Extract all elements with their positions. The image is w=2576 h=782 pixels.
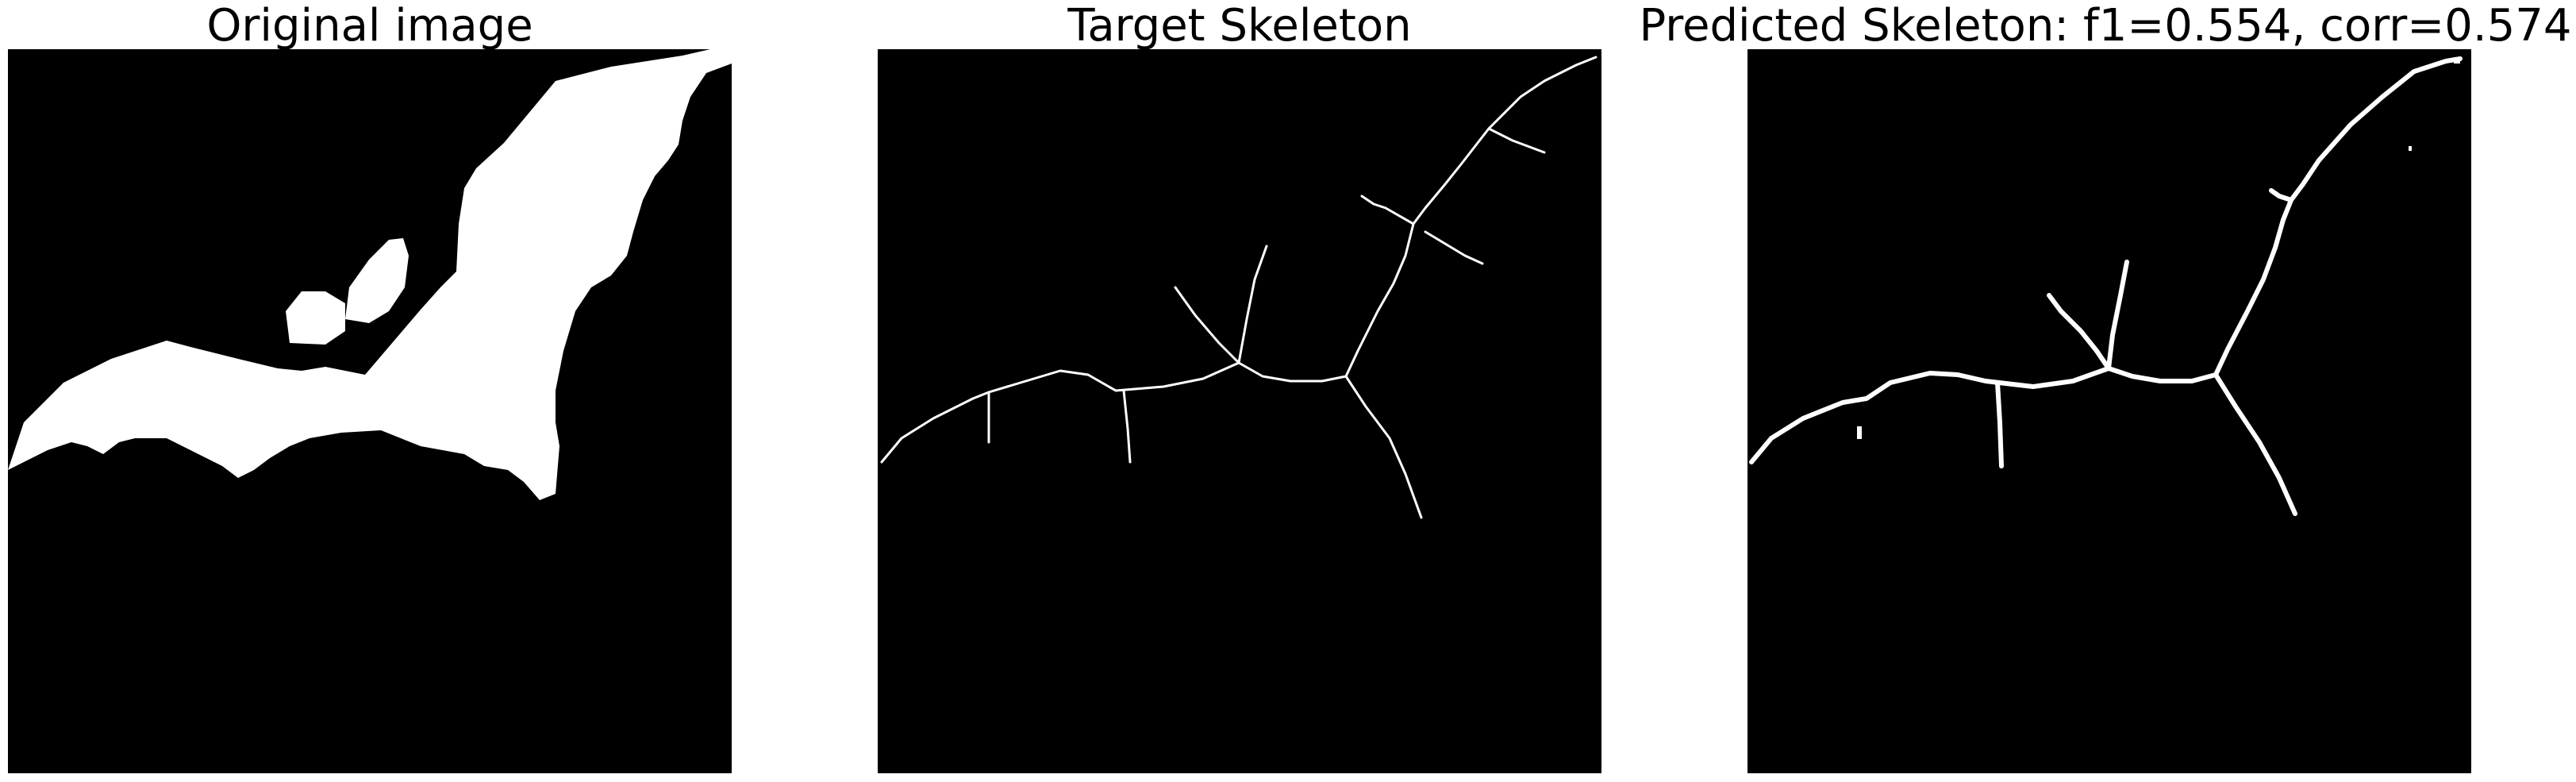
target-skeleton-branch — [1360, 195, 1415, 225]
target-skeleton-spine — [880, 56, 1598, 464]
predicted-skeleton-branch — [2269, 188, 2293, 202]
target-skeleton-branch — [1122, 389, 1132, 464]
bat-silhouette-image — [8, 49, 732, 773]
predicted-skeleton-branch — [2213, 372, 2297, 516]
bat-ear-left — [286, 291, 345, 345]
predicted-skeleton-title: Predicted Skeleton: f1=0.554, corr=0.574 — [1639, 0, 2572, 52]
target-skeleton-image — [878, 49, 1601, 773]
target-skeleton-title: Target Skeleton — [1067, 0, 1412, 52]
target-skeleton-branch — [1237, 245, 1268, 364]
predicted-skeleton-spine — [1749, 56, 2463, 464]
bat-ear-right — [345, 238, 409, 323]
target-skeleton-branch — [1344, 375, 1423, 519]
predicted-skeleton-fragment — [2409, 146, 2412, 151]
predicted-skeleton-branch — [2047, 293, 2111, 371]
predicted-skeleton-branch — [1995, 380, 2004, 468]
original-image-panel — [8, 49, 732, 773]
predicted-skeleton-image — [1747, 49, 2471, 773]
target-skeleton-panel — [878, 49, 1601, 773]
predicted-skeleton-panel — [1747, 49, 2471, 773]
target-skeleton-branch — [1424, 230, 1484, 265]
bat-wings-shape — [8, 49, 732, 500]
target-skeleton-branch — [1174, 286, 1240, 364]
original-image-title: Original image — [206, 0, 533, 52]
predicted-skeleton-fragment — [1857, 426, 1862, 439]
predicted-skeleton-branch — [2106, 260, 2129, 371]
predicted-skeleton-fragment — [2454, 57, 2460, 64]
target-skeleton-branch — [1487, 127, 1546, 154]
